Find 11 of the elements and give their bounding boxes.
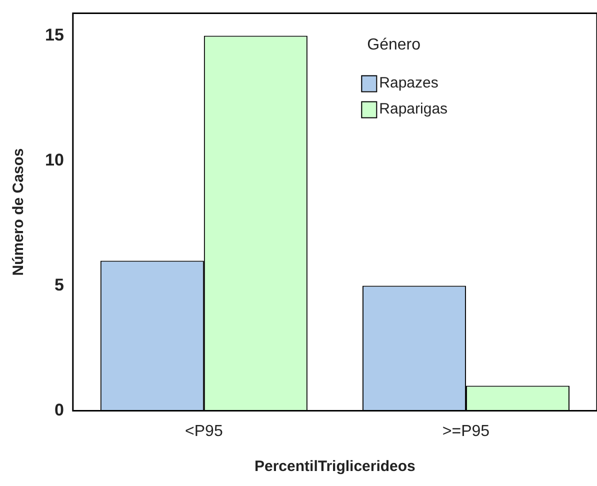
- legend-title: Género: [367, 36, 421, 54]
- x-tick-label: >=P95: [442, 422, 490, 440]
- y-tick-label: 15: [44, 25, 64, 44]
- legend-label: Rapazes: [379, 74, 438, 92]
- legend-label: Raparigas: [379, 100, 448, 118]
- y-tick-label: 5: [54, 275, 64, 294]
- x-axis-title: PercentilTriglicerideos: [254, 458, 416, 476]
- y-tick-label: 10: [44, 150, 64, 170]
- x-tick-label: <P95: [185, 422, 223, 440]
- y-axis-title: Número de Casos: [10, 148, 28, 276]
- y-tick-label: 0: [54, 400, 64, 420]
